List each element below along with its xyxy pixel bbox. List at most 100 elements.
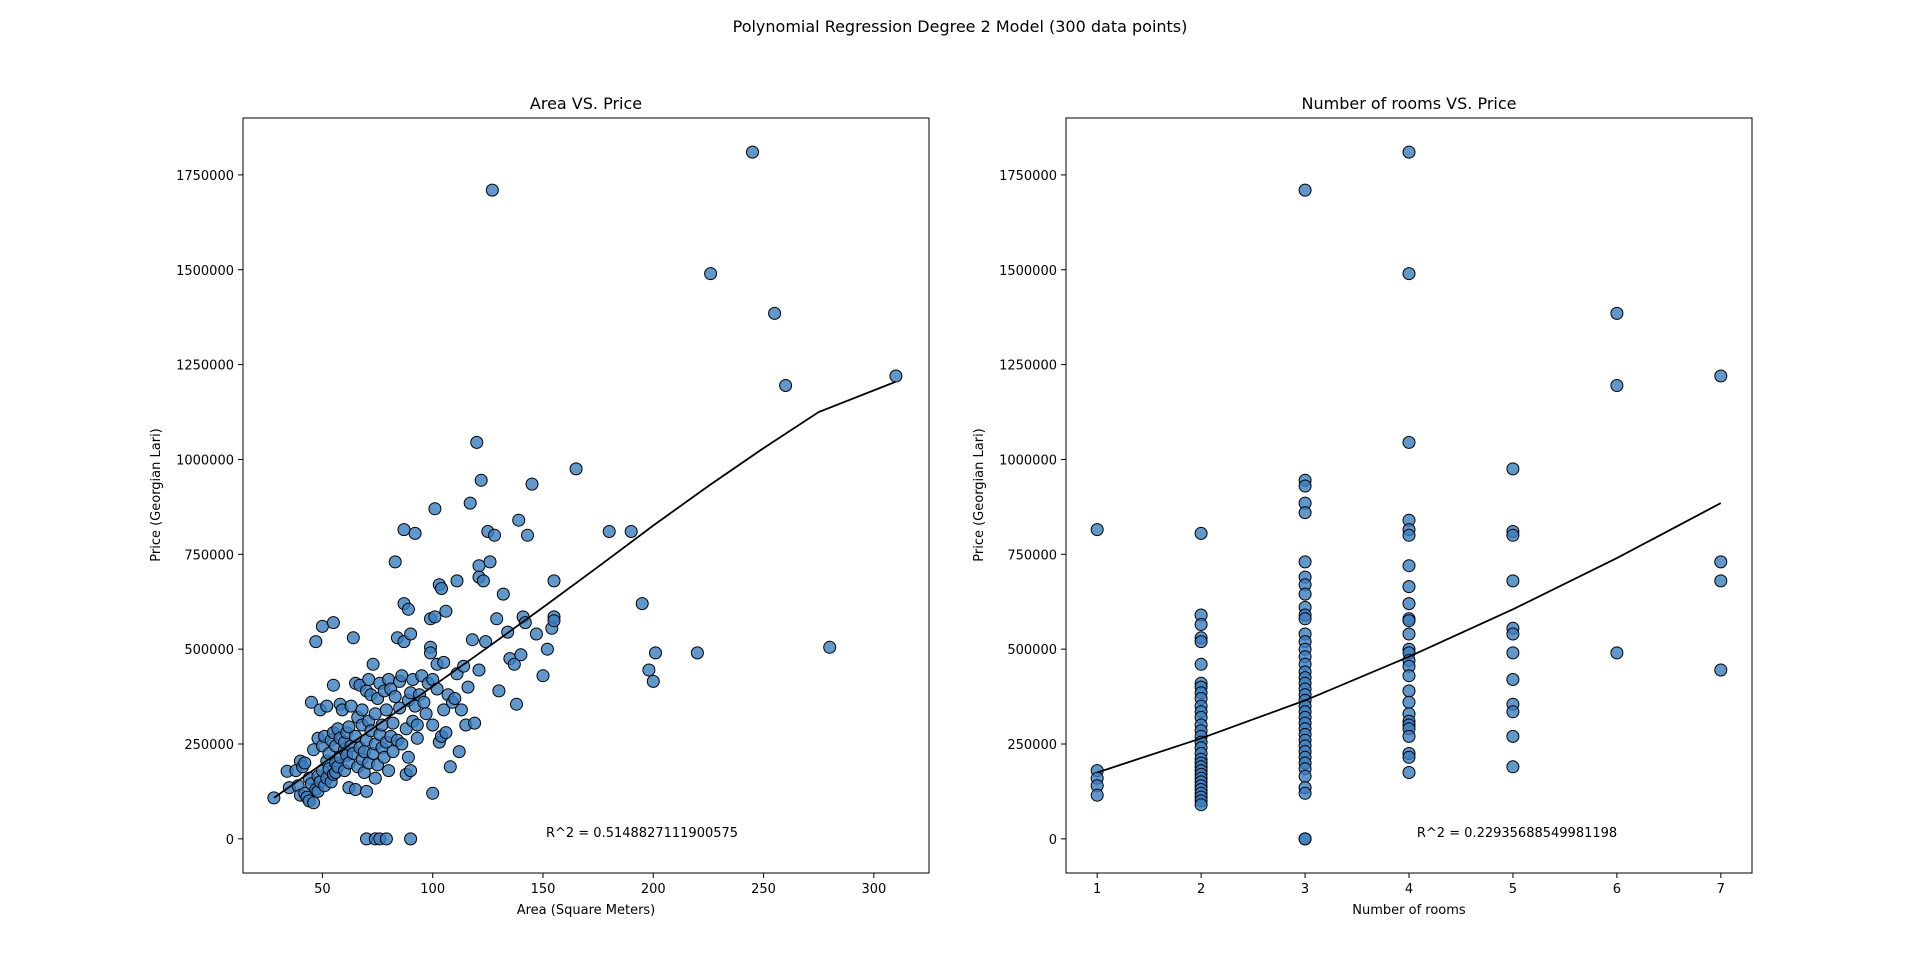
x-tick-label: 50 [314, 882, 331, 897]
data-point [360, 784, 373, 798]
x-tick-label: 150 [531, 882, 556, 897]
data-point [746, 145, 759, 159]
y-tick-label: 250000 [1007, 738, 1057, 753]
data-point [1714, 574, 1728, 588]
rooms-chart-xlabel: Number of rooms [1352, 903, 1466, 918]
data-point [1298, 832, 1312, 846]
x-tick-label: 300 [861, 882, 886, 897]
data-point [426, 786, 440, 800]
data-point [1298, 786, 1312, 800]
data-point [1194, 635, 1208, 649]
data-point [307, 796, 321, 810]
data-point [1298, 506, 1312, 520]
data-point [1402, 627, 1416, 641]
data-point [476, 574, 490, 588]
data-point [1090, 788, 1104, 802]
data-point [646, 674, 660, 688]
data-point [401, 602, 415, 616]
data-point [540, 642, 554, 656]
y-tick-label: 1250000 [176, 359, 234, 374]
data-point [1506, 528, 1520, 542]
data-point [496, 587, 510, 601]
y-tick-label: 1000000 [176, 453, 234, 468]
data-point [468, 716, 482, 730]
data-point [386, 716, 400, 730]
area-chart-xlabel: Area (Square Meters) [517, 903, 656, 918]
data-point [461, 680, 475, 694]
data-point [1402, 435, 1416, 449]
data-point [1194, 618, 1208, 631]
data-point [472, 559, 486, 573]
data-point [309, 635, 323, 649]
data-point [439, 604, 453, 618]
data-point [547, 614, 561, 628]
data-point [1402, 614, 1416, 628]
x-tick-label: 250 [751, 882, 776, 897]
data-point [426, 718, 440, 732]
data-point [547, 574, 561, 588]
data-point [410, 731, 424, 745]
data-point [1194, 526, 1208, 540]
data-point [649, 646, 662, 660]
data-point [326, 616, 340, 630]
data-point [1402, 145, 1416, 159]
data-point [1402, 695, 1416, 709]
regression-line [273, 380, 897, 799]
data-point [315, 619, 329, 633]
x-tick-label: 2 [1197, 882, 1205, 897]
y-tick-label: 0 [226, 833, 234, 848]
data-point [518, 616, 532, 630]
area-chart-plot-frame [242, 117, 930, 874]
data-point [483, 555, 497, 569]
regression-line [1096, 502, 1722, 774]
data-point [1402, 528, 1416, 542]
data-point [362, 673, 376, 686]
data-point [463, 496, 477, 510]
x-tick-label: 6 [1613, 882, 1621, 897]
data-point [1402, 766, 1416, 779]
data-point [388, 690, 402, 704]
data-point [624, 525, 638, 538]
data-point [395, 737, 409, 751]
data-point [1506, 574, 1520, 588]
data-point [355, 703, 369, 717]
data-point [510, 697, 523, 711]
data-point [424, 646, 437, 660]
x-tick-label: 100 [420, 882, 445, 897]
data-point [1298, 183, 1312, 197]
data-point [450, 574, 464, 588]
area-vs-price-chart: Area VS. Price Area (Square Meters) Pric… [149, 94, 930, 918]
data-point [569, 462, 583, 476]
data-point [382, 764, 396, 778]
data-point [1402, 669, 1416, 683]
rooms-chart-ylabel: Price (Georgian Lari) [972, 428, 987, 562]
data-point [379, 832, 393, 846]
data-point [437, 655, 451, 669]
data-point [1506, 705, 1520, 719]
data-point [1402, 597, 1416, 611]
figure-title: Polynomial Regression Degree 2 Model (30… [733, 17, 1188, 36]
y-tick-label: 500000 [1007, 643, 1057, 658]
data-point [470, 435, 484, 449]
data-point [1298, 587, 1312, 601]
data-point [1298, 612, 1312, 626]
data-point [512, 513, 526, 527]
data-point [1402, 729, 1416, 743]
data-point [1298, 479, 1312, 493]
y-tick-label: 750000 [184, 548, 234, 563]
data-point [1402, 559, 1416, 573]
data-point [642, 663, 656, 677]
y-tick-label: 500000 [184, 643, 234, 658]
data-point [437, 703, 451, 717]
data-point [404, 832, 418, 846]
data-point [410, 718, 424, 732]
rooms-chart-annotation: R^2 = 0.22935688549981198 [1417, 826, 1617, 841]
area-chart-title: Area VS. Price [530, 94, 642, 113]
data-point [889, 369, 903, 383]
data-point [492, 684, 506, 698]
rooms-chart-title: Number of rooms VS. Price [1302, 94, 1517, 113]
data-point [488, 528, 501, 542]
data-point [346, 631, 360, 645]
data-point [404, 627, 418, 641]
data-point [349, 783, 362, 796]
